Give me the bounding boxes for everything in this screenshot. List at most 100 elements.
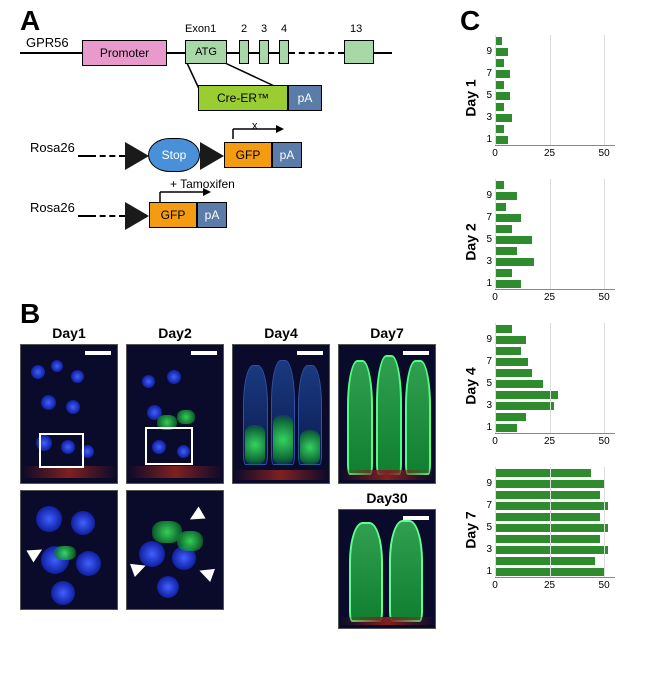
gene-line: [167, 52, 185, 54]
bar: [495, 557, 595, 565]
grid-line: [495, 467, 496, 577]
micro-day2: [126, 344, 224, 484]
cre-text: Cre-ER™: [217, 91, 269, 105]
chart-block: Day 29753102550: [460, 179, 640, 305]
grid-line: [604, 35, 605, 145]
zoom-box: [145, 427, 193, 465]
bar-row: 3: [495, 256, 615, 267]
exon13-box: [344, 40, 374, 64]
gpr56-construct: GPR56 Promoter Exon1 ATG 2 3 4 13: [20, 30, 420, 80]
rosa26-label-2: Rosa26: [30, 200, 75, 215]
bar: [495, 136, 508, 144]
dashed-line: [90, 155, 125, 157]
zoom-day2: [126, 490, 224, 629]
x-tick-label: 50: [599, 148, 610, 159]
x-tick-label: 0: [492, 436, 498, 447]
micro-top-row: Day1 Day2: [20, 325, 450, 484]
bar: [495, 125, 504, 133]
exon1-label: Exon1: [185, 23, 216, 35]
bar-row: [495, 123, 615, 134]
bar-y-label: 7: [480, 500, 492, 511]
bar-row: [495, 245, 615, 256]
bar-row: [495, 323, 615, 334]
bar: [495, 81, 504, 89]
bar: [495, 369, 532, 377]
day30-label: Day30: [338, 490, 436, 506]
bar-y-label: 9: [480, 190, 492, 201]
bar-row: [495, 201, 615, 212]
bar: [495, 48, 508, 56]
micro-col-day2: Day2: [126, 325, 224, 484]
bar-row: [495, 79, 615, 90]
gene-line: [374, 52, 392, 54]
chart-area: 9753102550: [495, 323, 640, 449]
chart-block: Day 79753102550: [460, 467, 640, 593]
bar-y-label: 1: [480, 566, 492, 577]
bars-group: 97531: [495, 35, 615, 145]
cre-box: Cre-ER™: [198, 85, 288, 111]
bar-y-label: 5: [480, 522, 492, 533]
day7-label: Day7: [338, 325, 436, 341]
grid-line: [495, 179, 496, 289]
gene-line: [249, 52, 259, 54]
bar: [495, 269, 512, 277]
gene-line: [78, 215, 90, 217]
bar: [495, 413, 526, 421]
arrow-marker: [186, 506, 205, 525]
bar: [495, 225, 512, 233]
bar: [495, 70, 510, 78]
gene-line: [269, 52, 279, 54]
x-tick-label: 25: [544, 148, 555, 159]
charts-container: Day 19753102550Day 29753102550Day 497531…: [460, 35, 640, 593]
bar-y-label: 1: [480, 422, 492, 433]
bar-row: 5: [495, 522, 615, 533]
bar-row: [495, 267, 615, 278]
bar-row: 5: [495, 90, 615, 101]
arrow-marker: [197, 564, 215, 582]
bar: [495, 181, 504, 189]
loxp-triangle: [125, 142, 149, 170]
grid-line: [550, 467, 551, 577]
bar-row: [495, 467, 615, 478]
x-label: x: [252, 120, 258, 132]
panel-c-label: C: [460, 5, 480, 37]
scale-bar: [191, 351, 217, 355]
bars-group: 97531: [495, 179, 615, 289]
gene-line: [20, 52, 82, 54]
bar: [495, 92, 510, 100]
zoom-day1: [20, 490, 118, 629]
grid-line: [550, 35, 551, 145]
bar: [495, 502, 608, 510]
bar: [495, 214, 521, 222]
micro-col-day4: Day4: [232, 325, 330, 484]
bar-row: 7: [495, 212, 615, 223]
bar-row: 9: [495, 46, 615, 57]
x-tick-label: 50: [599, 292, 610, 303]
chart-area: 9753102550: [495, 179, 640, 305]
micro-day1: [20, 344, 118, 484]
bars-group: 97531: [495, 467, 615, 577]
x-tick-label: 0: [492, 148, 498, 159]
pa-box-2: pA: [272, 142, 302, 168]
gpr56-label: GPR56: [26, 35, 69, 50]
grid-line: [550, 323, 551, 433]
chart-day-title: Day 1: [463, 79, 479, 116]
bar-y-label: 1: [480, 134, 492, 145]
grid-line: [495, 35, 496, 145]
cre-insert: Cre-ER™ pA: [180, 85, 420, 120]
bar-y-label: 9: [480, 46, 492, 57]
bar: [495, 535, 600, 543]
x-tick-label: 25: [544, 292, 555, 303]
micro-zoom-row: Day30: [20, 490, 450, 629]
grid-line: [550, 179, 551, 289]
bar: [495, 347, 521, 355]
x-tick-label: 50: [599, 436, 610, 447]
scale-bar: [297, 351, 323, 355]
x-tick-label: 0: [492, 580, 498, 591]
bar-row: [495, 489, 615, 500]
exon3-box: [259, 40, 269, 64]
bar-row: 9: [495, 334, 615, 345]
bar-row: 1: [495, 278, 615, 289]
bar-y-label: 7: [480, 356, 492, 367]
bar: [495, 469, 591, 477]
